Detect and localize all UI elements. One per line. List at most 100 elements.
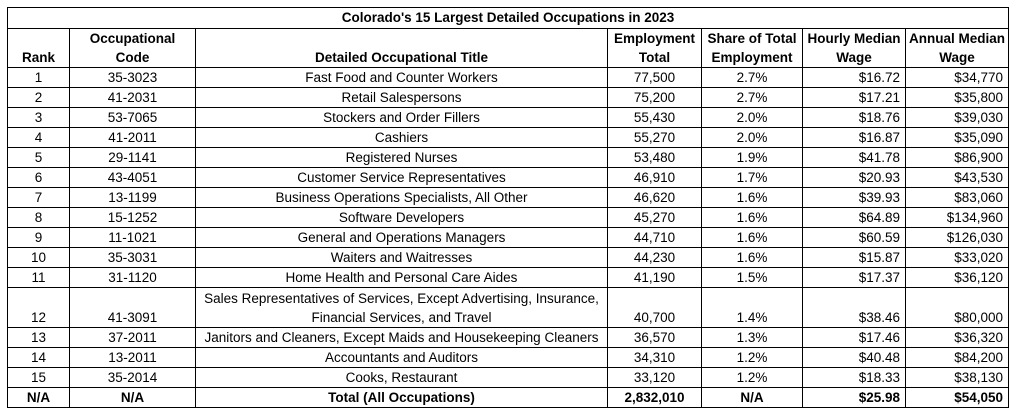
annual-wage-cell: $83,060 [905,187,1009,208]
share-cell: 1.5% [701,267,803,288]
rank-cell: 3 [7,107,70,128]
annual-wage-cell: $80,000 [905,287,1009,328]
employment-cell: 46,620 [607,187,702,208]
employment-cell: 44,710 [607,227,702,248]
hourly-wage-cell: $40.48 [802,347,906,368]
share-cell: 2.7% [701,87,803,108]
code-cell: 15-1252 [69,207,196,228]
total-row: N/A N/A Total (All Occupations) 2,832,010 N/… [7,387,1009,408]
code-cell: 11-1021 [69,227,196,248]
rank-cell: N/A [7,387,70,408]
code-cell: N/A [69,387,196,408]
share-cell: N/A [701,387,803,408]
annual-wage-cell: $54,050 [905,387,1009,408]
header-occupational-code: Occupational Code [69,28,196,68]
title-cell: Accountants and Auditors [195,347,608,368]
title-cell: General and Operations Managers [195,227,608,248]
annual-wage-cell: $36,320 [905,327,1009,348]
rank-cell: 11 [7,267,70,288]
hourly-wage-cell: $17.37 [802,267,906,288]
employment-cell: 44,230 [607,247,702,268]
code-cell: 29-1141 [69,147,196,168]
annual-wage-cell: $86,900 [905,147,1009,168]
hourly-wage-cell: $60.59 [802,227,906,248]
annual-wage-cell: $36,120 [905,267,1009,288]
table-row: 7 13-1199 Business Operations Specialists,… [7,187,1009,208]
hourly-wage-cell: $25.98 [802,387,906,408]
rank-cell: 7 [7,187,70,208]
annual-wage-cell: $43,530 [905,167,1009,188]
hourly-wage-cell: $20.93 [802,167,906,188]
code-cell: 13-2011 [69,347,196,368]
annual-wage-cell: $39,030 [905,107,1009,128]
rank-cell: 13 [7,327,70,348]
annual-wage-cell: $35,090 [905,127,1009,148]
title-cell: Retail Salespersons [195,87,608,108]
code-cell: 41-3091 [69,287,196,328]
share-cell: 1.9% [701,147,803,168]
rank-cell: 12 [7,287,70,328]
header-rank: Rank [7,28,70,68]
table-row: 2 41-2031 Retail Salespersons 75,200 2.7% $17… [7,87,1009,108]
table-row: 4 41-2011 Cashiers 55,270 2.0% $16.87 $35,090 [7,127,1009,148]
hourly-wage-cell: $41.78 [802,147,906,168]
share-cell: 1.6% [701,207,803,228]
employment-cell: 2,832,010 [607,387,702,408]
rank-cell: 2 [7,87,70,108]
hourly-wage-cell: $16.87 [802,127,906,148]
share-cell: 2.0% [701,107,803,128]
code-cell: 43-4051 [69,167,196,188]
code-cell: 35-3031 [69,247,196,268]
code-cell: 53-7065 [69,107,196,128]
table-row: 10 35-3031 Waiters and Waitresses 44,230 1.6… [7,247,1009,268]
header-hourly-median-wage: Hourly Median Wage [802,28,906,68]
rank-cell: 5 [7,147,70,168]
header-annual-median-wage: Annual Median Wage [905,28,1009,68]
hourly-wage-cell: $17.21 [802,87,906,108]
share-cell: 2.7% [701,67,803,88]
title-cell: Business Operations Specialists, All Oth… [195,187,608,208]
table-row: 8 15-1252 Software Developers 45,270 1.6% $64… [7,207,1009,228]
table-title: Colorado's 15 Largest Detailed Occupatio… [7,7,1009,29]
header-occupational-title: Detailed Occupational Title [195,28,608,68]
title-cell: Registered Nurses [195,147,608,168]
employment-cell: 40,700 [607,287,702,328]
annual-wage-cell: $34,770 [905,67,1009,88]
code-cell: 35-2014 [69,367,196,388]
rank-cell: 9 [7,227,70,248]
title-cell: Software Developers [195,207,608,228]
title-cell: Stockers and Order Fillers [195,107,608,128]
hourly-wage-cell: $18.33 [802,367,906,388]
share-cell: 1.6% [701,227,803,248]
share-cell: 1.7% [701,167,803,188]
rank-cell: 6 [7,167,70,188]
rank-cell: 15 [7,367,70,388]
share-cell: 1.6% [701,187,803,208]
rank-cell: 10 [7,247,70,268]
hourly-wage-cell: $64.89 [802,207,906,228]
title-cell: Cooks, Restaurant [195,367,608,388]
table-row: 9 11-1021 General and Operations Managers 4… [7,227,1009,248]
annual-wage-cell: $38,130 [905,367,1009,388]
table-row: 11 31-1120 Home Health and Personal Care A… [7,267,1009,288]
title-cell: Waiters and Waitresses [195,247,608,268]
title-cell: Cashiers [195,127,608,148]
title-cell: Total (All Occupations) [195,387,608,408]
table-row: 12 41-3091 Sales Representatives of Servic… [7,287,1009,328]
rank-cell: 4 [7,127,70,148]
share-cell: 1.6% [701,247,803,268]
employment-cell: 33,120 [607,367,702,388]
employment-cell: 75,200 [607,87,702,108]
table-row: 13 37-2011 Janitors and Cleaners, Except M… [7,327,1009,348]
hourly-wage-cell: $17.46 [802,327,906,348]
hourly-wage-cell: $15.87 [802,247,906,268]
code-cell: 41-2031 [69,87,196,108]
table-row: 15 35-2014 Cooks, Restaurant 33,120 1.2% $18.… [7,367,1009,388]
rank-cell: 8 [7,207,70,228]
share-cell: 1.2% [701,347,803,368]
title-cell: Janitors and Cleaners, Except Maids and … [195,327,608,348]
share-cell: 1.4% [701,287,803,328]
employment-cell: 53,480 [607,147,702,168]
employment-cell: 55,270 [607,127,702,148]
employment-cell: 46,910 [607,167,702,188]
